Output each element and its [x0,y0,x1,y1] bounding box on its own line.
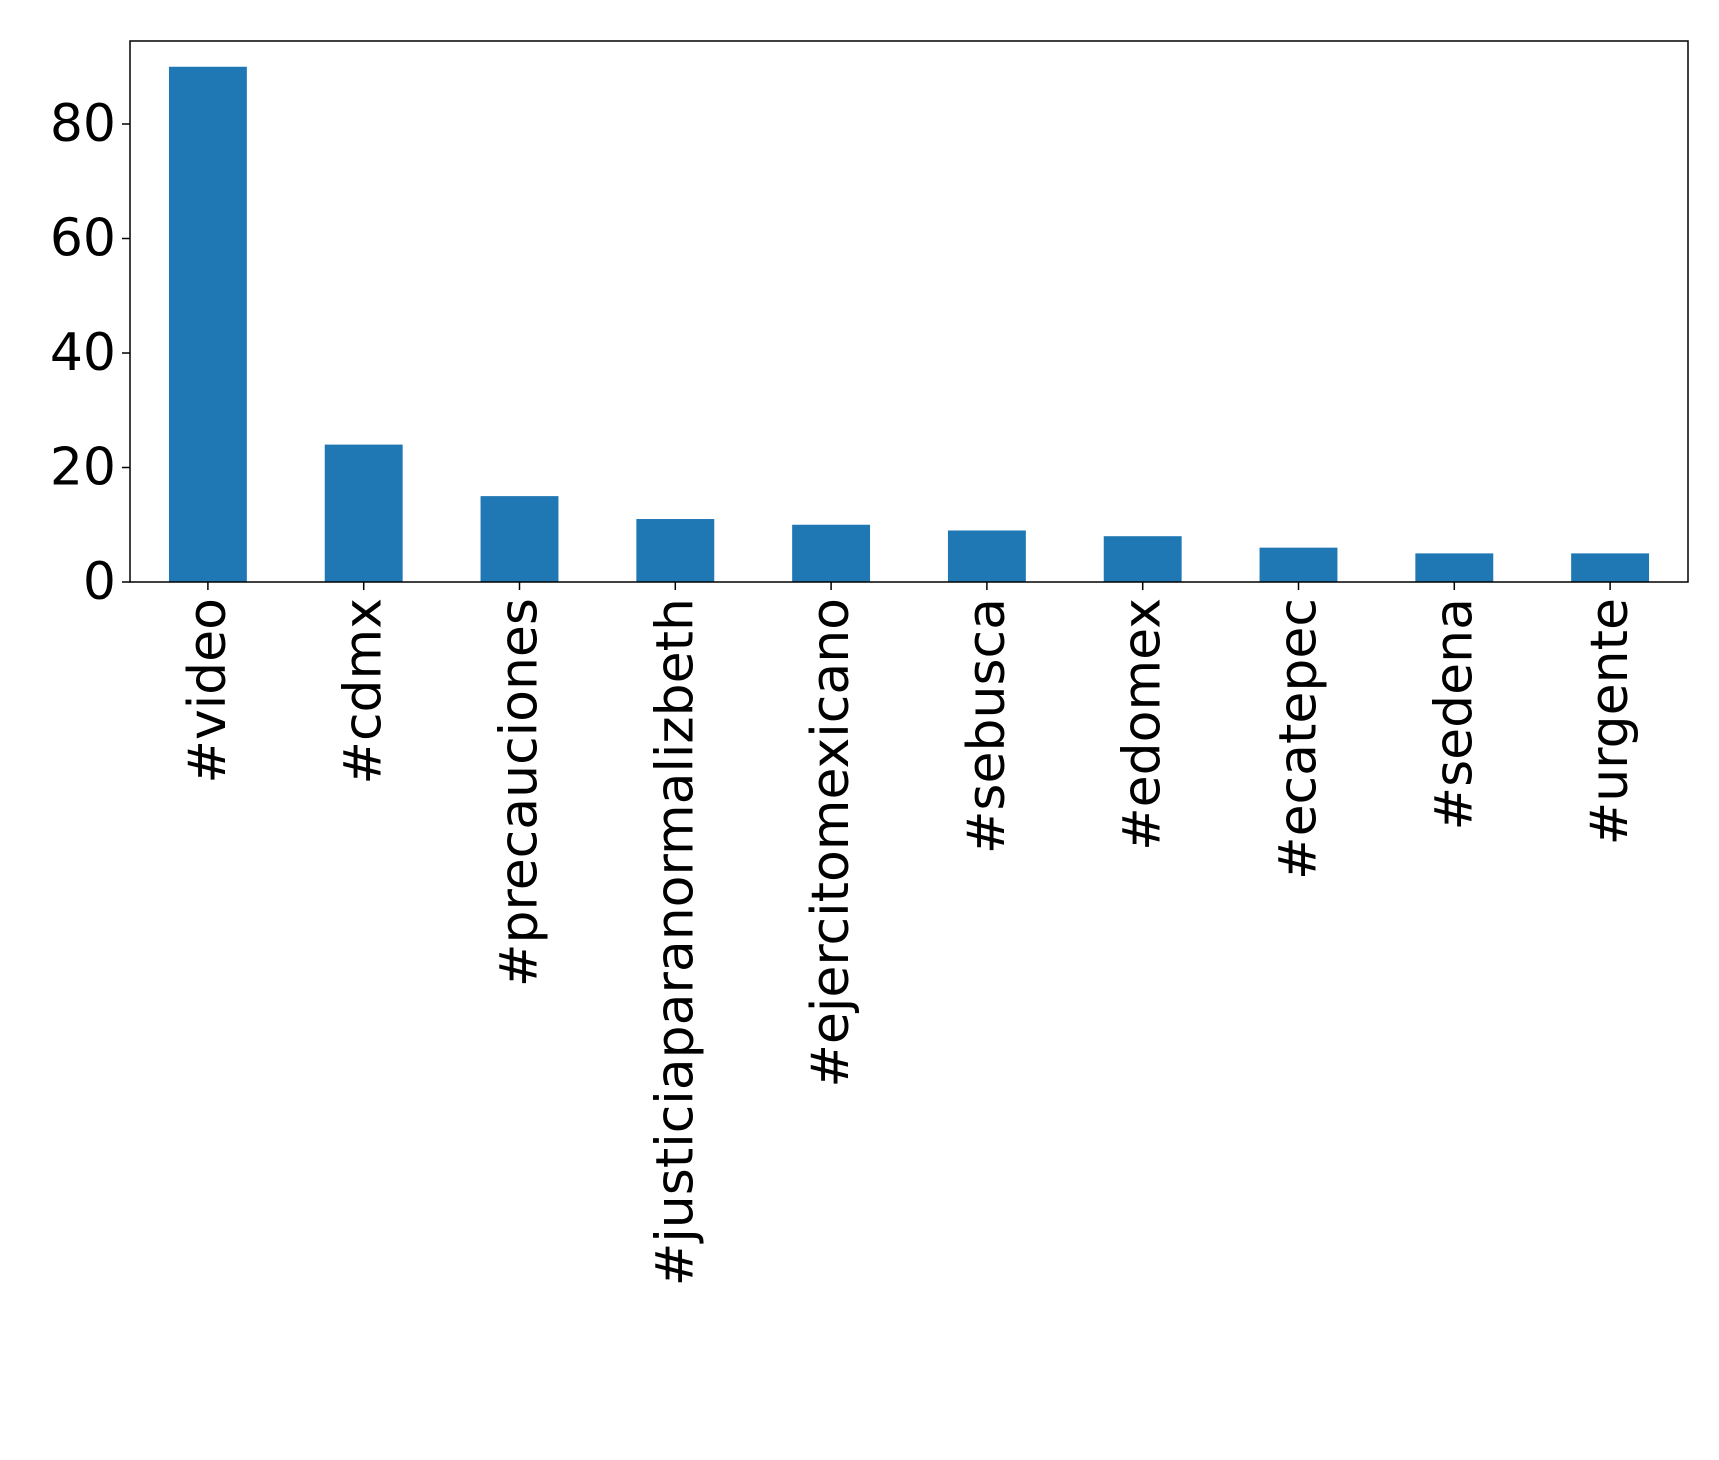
bar-sebusca [947,530,1026,582]
y-tick-label: 80 [50,94,116,154]
bar-urgente [1571,553,1650,582]
bar-justiciaparanormalizbeth [636,519,715,582]
x-tick-label: #cdmx [334,598,394,785]
x-tick-label: #sebusca [957,598,1017,854]
y-axis: 0 20 40 60 80 [50,94,130,612]
bar-ejercitomexicano [792,524,871,582]
y-tick-label: 60 [50,209,116,269]
bars-layer [168,66,1650,582]
bar-video [168,66,247,582]
x-tick-label: #urgente [1580,598,1640,845]
x-tick-label: #edomex [1113,598,1173,851]
bar-edomex [1103,536,1182,582]
bar-cdmx [324,444,403,582]
x-tick-label: #ejercitomexicano [801,598,861,1088]
x-tick-label: #ecatepec [1269,598,1329,880]
x-tick-label: #video [178,598,238,784]
bar-precauciones [480,496,559,582]
y-tick-label: 40 [50,323,116,383]
x-axis: #video #cdmx #precauciones #justiciaparanor… [178,582,1640,1286]
x-tick-label: #sedena [1424,598,1484,830]
bar-ecatepec [1259,547,1338,582]
x-tick-label: #precauciones [490,598,550,987]
y-tick-label: 20 [50,438,116,498]
bar-sedena [1415,553,1494,582]
x-tick-label: #justiciaparanormalizbeth [645,598,705,1286]
y-tick-label: 0 [83,552,116,612]
plot-frame [129,40,1689,583]
